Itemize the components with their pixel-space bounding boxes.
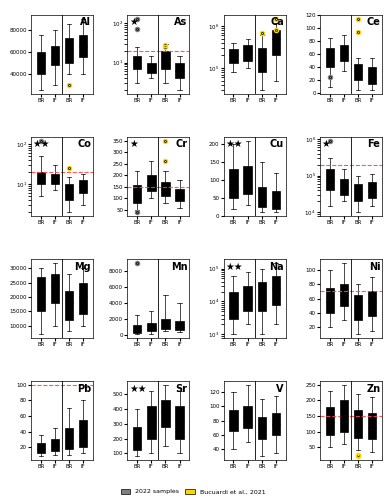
Text: Mg: Mg — [74, 262, 91, 272]
PathPatch shape — [229, 410, 238, 432]
PathPatch shape — [368, 182, 376, 198]
PathPatch shape — [354, 184, 362, 201]
PathPatch shape — [133, 184, 141, 203]
PathPatch shape — [368, 413, 376, 440]
PathPatch shape — [229, 292, 238, 318]
PathPatch shape — [368, 292, 376, 316]
PathPatch shape — [272, 191, 280, 208]
PathPatch shape — [79, 420, 87, 447]
PathPatch shape — [37, 52, 45, 74]
PathPatch shape — [65, 292, 73, 320]
Text: V: V — [276, 384, 284, 394]
PathPatch shape — [354, 64, 362, 80]
Legend: 2022 samples, Bucuardi et al., 2021: 2022 samples, Bucuardi et al., 2021 — [118, 486, 268, 497]
Text: Mn: Mn — [171, 262, 188, 272]
Text: ★★: ★★ — [33, 140, 50, 149]
Text: Ce: Ce — [366, 18, 380, 28]
PathPatch shape — [326, 169, 334, 190]
Text: Ca: Ca — [270, 18, 284, 28]
PathPatch shape — [147, 176, 156, 192]
PathPatch shape — [161, 50, 169, 68]
PathPatch shape — [51, 274, 59, 303]
Text: Sr: Sr — [176, 384, 188, 394]
PathPatch shape — [340, 284, 348, 306]
PathPatch shape — [368, 68, 376, 84]
Text: ★: ★ — [129, 18, 138, 28]
PathPatch shape — [272, 30, 280, 56]
PathPatch shape — [340, 44, 348, 61]
Text: Cu: Cu — [270, 140, 284, 149]
PathPatch shape — [257, 417, 266, 438]
PathPatch shape — [175, 320, 184, 330]
PathPatch shape — [229, 170, 238, 198]
PathPatch shape — [244, 286, 252, 312]
PathPatch shape — [175, 189, 184, 200]
PathPatch shape — [244, 166, 252, 194]
PathPatch shape — [147, 323, 156, 331]
PathPatch shape — [133, 326, 141, 332]
PathPatch shape — [175, 406, 184, 438]
PathPatch shape — [354, 295, 362, 320]
PathPatch shape — [79, 283, 87, 314]
PathPatch shape — [354, 410, 362, 438]
PathPatch shape — [257, 48, 266, 72]
PathPatch shape — [161, 182, 169, 196]
PathPatch shape — [161, 319, 169, 328]
PathPatch shape — [326, 48, 334, 68]
PathPatch shape — [133, 56, 141, 68]
PathPatch shape — [244, 45, 252, 60]
PathPatch shape — [244, 406, 252, 428]
PathPatch shape — [65, 38, 73, 62]
Text: As: As — [174, 18, 188, 28]
Text: Cr: Cr — [175, 140, 188, 149]
PathPatch shape — [257, 282, 266, 312]
Text: ★: ★ — [322, 140, 330, 149]
Text: Pb: Pb — [77, 384, 91, 394]
PathPatch shape — [37, 277, 45, 312]
PathPatch shape — [51, 46, 59, 65]
PathPatch shape — [340, 179, 348, 195]
PathPatch shape — [65, 428, 73, 448]
PathPatch shape — [65, 184, 73, 200]
PathPatch shape — [147, 406, 156, 438]
PathPatch shape — [161, 400, 169, 426]
PathPatch shape — [326, 406, 334, 434]
PathPatch shape — [79, 180, 87, 193]
PathPatch shape — [37, 172, 45, 184]
PathPatch shape — [51, 174, 59, 184]
Text: Al: Al — [80, 18, 91, 28]
PathPatch shape — [257, 187, 266, 207]
Text: ★★: ★★ — [129, 384, 147, 394]
PathPatch shape — [272, 276, 280, 304]
Text: ★★: ★★ — [225, 140, 243, 149]
Text: ★★: ★★ — [225, 262, 243, 272]
Text: Co: Co — [77, 140, 91, 149]
PathPatch shape — [51, 440, 59, 451]
Text: Zn: Zn — [366, 384, 380, 394]
PathPatch shape — [79, 35, 87, 57]
PathPatch shape — [340, 400, 348, 432]
PathPatch shape — [147, 62, 156, 73]
Text: Na: Na — [269, 262, 284, 272]
PathPatch shape — [133, 426, 141, 450]
PathPatch shape — [37, 443, 45, 454]
PathPatch shape — [175, 62, 184, 78]
Text: Ni: Ni — [369, 262, 380, 272]
Text: Fe: Fe — [367, 140, 380, 149]
PathPatch shape — [326, 288, 334, 313]
Text: ★: ★ — [129, 140, 138, 149]
PathPatch shape — [272, 414, 280, 435]
PathPatch shape — [229, 50, 238, 64]
